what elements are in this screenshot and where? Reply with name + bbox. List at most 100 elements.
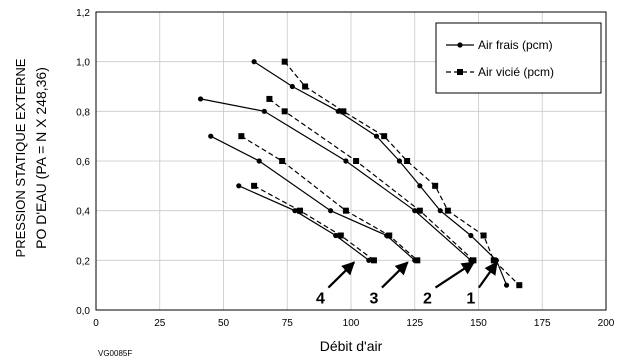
x-tick-label: 125 (406, 318, 423, 329)
y-tick-label: 0,8 (76, 107, 90, 118)
data-point-square (490, 257, 497, 264)
curve-label-3: 3 (369, 261, 409, 308)
y-tick-label: 0,6 (76, 157, 90, 168)
x-tick-label: 100 (343, 318, 360, 329)
series-curve-4-solid (236, 183, 372, 263)
data-point-square (342, 207, 349, 214)
annotations-layer: 1 2 3 4 (316, 261, 498, 308)
figure-id: VG0085F (98, 349, 132, 358)
data-point-square (353, 158, 360, 164)
plot-frame (95, 11, 607, 311)
data-point-circle (328, 208, 334, 214)
x-tick-label: 175 (534, 318, 551, 329)
y-tick-label: 1,0 (76, 58, 90, 69)
data-point-circle (503, 282, 510, 288)
data-point-square (432, 182, 439, 189)
data-point-circle (289, 83, 295, 90)
series-line (210, 135, 416, 261)
curve-label-arrow (327, 261, 356, 289)
data-point-square (516, 282, 523, 289)
series-curve-4-dashed (251, 182, 377, 264)
data-point-circle (366, 257, 372, 263)
curve-label-1: 1 (466, 261, 498, 308)
y-tick-labels: 0,0 0,2 0,4 0,6 0,8 1,0 1,2 (76, 8, 90, 317)
data-point-circle (261, 108, 267, 114)
data-point-square (281, 108, 288, 115)
data-point-square (337, 232, 344, 239)
data-point-circle (417, 183, 423, 189)
data-point-circle (236, 183, 242, 189)
data-point-circle (208, 133, 214, 139)
y-tick-label: 0,4 (76, 207, 90, 218)
data-point-circle (468, 232, 474, 239)
x-tick-label: 25 (154, 318, 166, 329)
x-tick-label: 75 (282, 318, 294, 329)
x-tick-labels: 0 25 50 75 100 125 150 175 200 (93, 318, 615, 329)
data-point-square (381, 133, 388, 140)
curve-label-2: 2 (423, 261, 476, 308)
legend-label-air-frais: Air frais (pcm) (478, 38, 553, 52)
y-axis-title-line1: PRESSION STATIQUE EXTERNE (13, 58, 28, 257)
data-point-circle (197, 96, 204, 102)
curve-label-arrow (477, 261, 498, 289)
series-line (284, 61, 520, 286)
curve-label-4: 4 (316, 261, 356, 308)
data-point-square (480, 232, 487, 239)
data-point-circle (396, 158, 403, 164)
data-point-square (266, 95, 273, 102)
data-point-square (297, 207, 303, 214)
data-point-square (416, 207, 423, 214)
series-line (253, 61, 508, 286)
series-line (253, 185, 375, 261)
series-line (238, 185, 370, 261)
series-curve-2-dashed (266, 95, 477, 264)
data-point-circle (333, 232, 339, 239)
series-curve-3-solid (208, 133, 418, 263)
data-point-circle (251, 59, 257, 65)
data-point-circle (256, 158, 262, 164)
data-point-square (302, 83, 309, 90)
curve-label-arrow (381, 261, 409, 289)
data-point-circle (412, 208, 418, 214)
series-curve-1-solid (251, 59, 510, 288)
curve-label-arrow (434, 261, 476, 289)
legend-circle-marker (457, 42, 463, 48)
legend-square-marker (457, 69, 463, 75)
y-tick-label: 0,2 (76, 256, 90, 267)
data-point-square (238, 133, 245, 140)
series-curve-1-dashed (281, 58, 523, 289)
data-point-circle (373, 133, 380, 139)
x-tick-label: 150 (470, 318, 487, 329)
y-tick-label: 1,2 (76, 8, 90, 19)
curve-label-number: 4 (316, 291, 325, 308)
x-tick-label: 200 (598, 318, 615, 329)
curve-label-number: 1 (466, 291, 475, 308)
y-tick-label: 0,0 (76, 306, 90, 317)
x-axis-title: Débit d'air (320, 338, 383, 354)
data-point-square (404, 158, 411, 164)
data-point-circle (292, 208, 298, 214)
data-point-square (370, 257, 377, 264)
data-point-circle (335, 108, 341, 114)
legend-label-air-vicie: Air vicié (pcm) (478, 65, 554, 79)
series-layer (197, 58, 523, 289)
x-tick-label: 50 (218, 318, 230, 329)
data-point-square (470, 257, 477, 264)
x-tick-label: 0 (93, 318, 99, 329)
data-point-square (414, 257, 421, 264)
data-point-circle (343, 158, 349, 164)
curve-label-number: 3 (369, 291, 378, 308)
data-point-square (386, 232, 393, 239)
y-axis-title-line2: PO D'EAU (PA = N X 248,36) (33, 67, 49, 249)
data-point-square (279, 158, 286, 164)
data-point-circle (437, 208, 443, 214)
curve-label-number: 2 (423, 291, 432, 308)
data-point-square (444, 207, 451, 214)
legend-box (435, 22, 602, 94)
data-point-square (340, 108, 347, 115)
data-point-square (281, 58, 288, 65)
series-curve-3-dashed (238, 133, 421, 264)
data-point-square (251, 182, 258, 189)
legend: Air frais (pcm) Air vicié (pcm) (435, 22, 602, 94)
